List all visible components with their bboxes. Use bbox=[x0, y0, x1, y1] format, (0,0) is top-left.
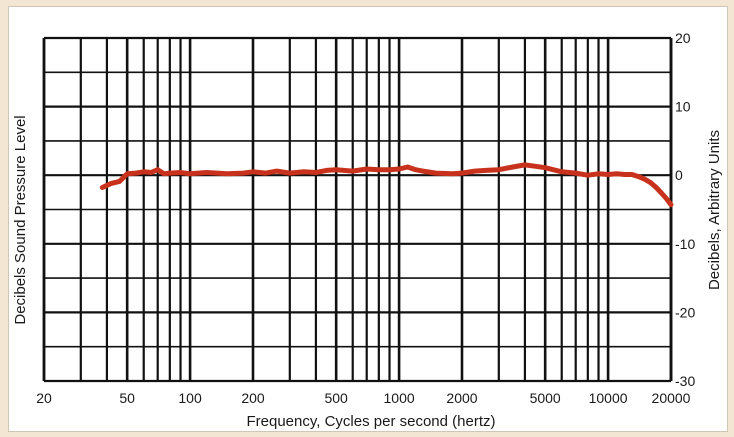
x-tick-label: 500 bbox=[324, 390, 348, 406]
x-tick-label: 5000 bbox=[530, 390, 561, 406]
chart-frame: 20 50 100 200 500 1000 2000 5000 10000 20000 20 10… bbox=[8, 6, 728, 432]
x-axis-label: Frequency, Cycles per second (hertz) bbox=[247, 413, 496, 430]
y-tick-label: 20 bbox=[675, 30, 691, 46]
x-tick-label: 1000 bbox=[384, 390, 415, 406]
y-tick-label: -30 bbox=[675, 373, 695, 389]
x-tick-labels: 20 50 100 200 500 1000 2000 5000 10000 20000 bbox=[36, 390, 690, 406]
x-tick-label: 20000 bbox=[652, 390, 691, 406]
y-tick-labels: 20 10 0 -10 -20 -30 bbox=[675, 30, 695, 389]
x-tick-label: 200 bbox=[241, 390, 265, 406]
y-axis-label-right: Decibels, Arbitrary Units bbox=[706, 130, 723, 290]
y-tick-label: -10 bbox=[675, 236, 695, 252]
y-tick-label: -20 bbox=[675, 304, 695, 320]
y-tick-label: 10 bbox=[675, 99, 691, 115]
grid bbox=[42, 36, 673, 383]
frequency-response-chart: 20 50 100 200 500 1000 2000 5000 10000 20000 2010… bbox=[12, 30, 723, 430]
response-curve bbox=[99, 162, 674, 208]
x-tick-label: 10000 bbox=[589, 390, 628, 406]
x-tick-label: 20 bbox=[36, 390, 52, 406]
y-tick-label: 0 bbox=[675, 167, 683, 183]
x-tick-label: 50 bbox=[119, 390, 135, 406]
x-tick-label: 2000 bbox=[446, 390, 477, 406]
y-axis-label-left: Decibels Sound Pressure Level bbox=[12, 115, 29, 324]
x-tick-label: 100 bbox=[178, 390, 202, 406]
